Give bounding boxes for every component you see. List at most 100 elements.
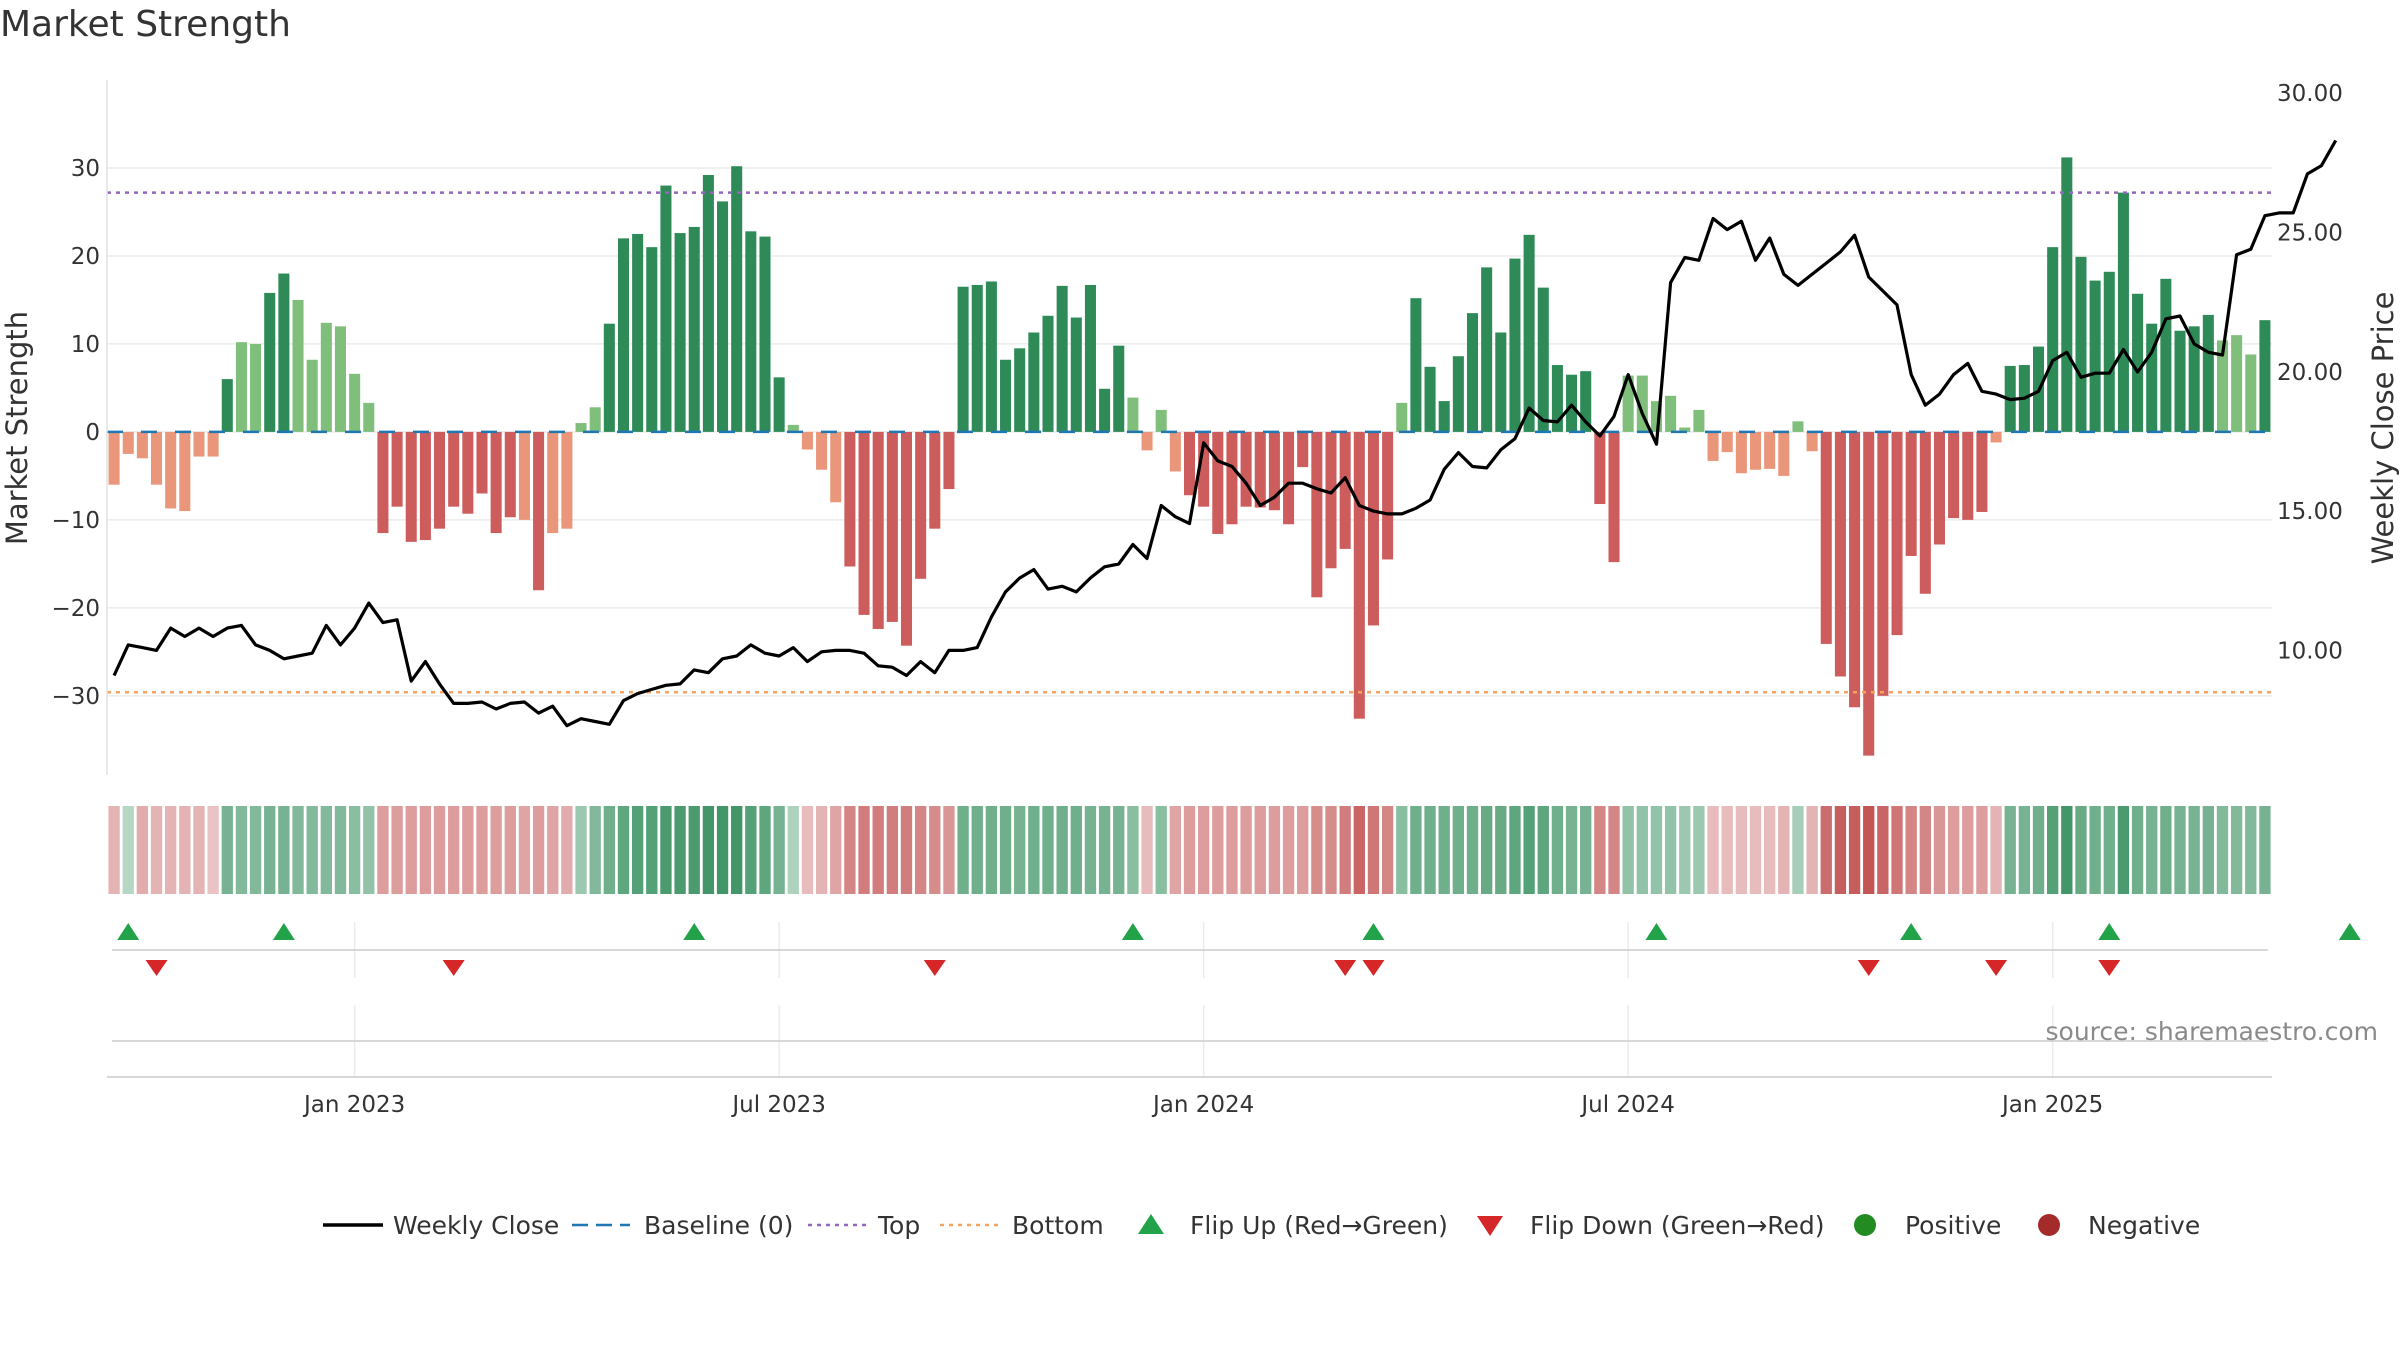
strip-cell [2131, 806, 2144, 894]
flip-up-icon [2098, 923, 2121, 940]
x-tick-label: Jan 2024 [1151, 1092, 1254, 1118]
strip-cell [617, 806, 630, 894]
strip-cell [1268, 806, 1281, 894]
strip-cell [900, 806, 913, 894]
strip-cell [1466, 806, 1479, 894]
strip-cell [2160, 806, 2172, 894]
strength-bar [943, 431, 955, 490]
strip-cell [1495, 806, 1507, 894]
legend-flip-up-icon [1138, 1214, 1164, 1234]
strength-bar [731, 166, 743, 432]
legend-flip-down-icon [1477, 1216, 1503, 1236]
strength-bar [1056, 285, 1068, 432]
strength-bar [490, 431, 502, 534]
strip-cell [2230, 806, 2243, 894]
strip-cell [1367, 806, 1380, 894]
strength-bar [1877, 431, 1889, 696]
legend-flip-down: Flip Down (Green→Red) [1530, 1211, 1825, 1240]
strength-bar [1240, 431, 1252, 507]
strip-cell [2004, 806, 2016, 894]
flip-down-icon [1985, 960, 2008, 976]
strip-cell [787, 806, 799, 894]
strip-cell [193, 806, 205, 894]
strip-cell [235, 806, 248, 894]
strip-cell [108, 806, 120, 894]
strength-bar [1183, 431, 1196, 496]
strip-cell [1820, 806, 1832, 894]
strength-bar [1339, 431, 1351, 549]
strength-bar [1084, 284, 1096, 432]
strength-bar [1028, 332, 1040, 432]
strength-bar [1594, 431, 1606, 505]
strength-bar [419, 431, 431, 541]
strength-bar [717, 201, 729, 432]
strip-cell [1905, 806, 1917, 894]
strip-cell [179, 806, 191, 894]
strip-cell [702, 806, 715, 894]
strip-cell [1240, 806, 1252, 894]
strip-cell [1919, 806, 1931, 894]
strength-bar [1212, 431, 1224, 534]
flip-down-icon [145, 960, 168, 976]
strip-cell [872, 806, 884, 894]
strip-cell [1523, 806, 1535, 894]
strip-cell [603, 806, 615, 894]
strength-bar [1849, 431, 1861, 708]
strength-bar [1778, 431, 1790, 476]
strength-bar [632, 233, 644, 432]
y-tick-label: −30 [51, 684, 100, 710]
strip-cell [971, 806, 983, 894]
strength-bar [1014, 348, 1026, 432]
strength-bar [2245, 354, 2257, 432]
strength-bar [1297, 431, 1309, 468]
strip-cell [1877, 806, 1889, 894]
strength-bar [476, 431, 488, 494]
strength-bar [2089, 280, 2101, 432]
strength-bar [589, 407, 601, 432]
strip-cell [999, 806, 1012, 894]
strength-bar [1735, 431, 1747, 474]
strip-cell [334, 806, 347, 894]
strip-cell [575, 806, 587, 894]
strength-bar [1976, 431, 1988, 512]
legend-flip-up: Flip Up (Red→Green) [1190, 1211, 1448, 1240]
strip-cell [165, 806, 177, 894]
flip-down-icon [923, 960, 946, 976]
strip-cell [1282, 806, 1295, 894]
strength-bar [773, 377, 785, 432]
strip-cell [2146, 806, 2158, 894]
strength-bar [872, 431, 884, 629]
strip-cell [1565, 806, 1578, 894]
source-label: source: sharemaestro.com [2046, 1017, 2379, 1046]
strength-bar [2103, 271, 2115, 432]
flip-down-icon [442, 960, 465, 976]
strength-bar [787, 424, 799, 432]
strip-cell [1509, 806, 1521, 894]
strength-bar [957, 286, 969, 432]
strength-bar [434, 431, 446, 529]
strength-bar [179, 431, 191, 512]
strip-cell [292, 806, 304, 894]
strength-bar [1169, 431, 1181, 472]
strip-cell [2117, 806, 2130, 894]
strength-bar [1325, 431, 1337, 569]
strip-cell [1636, 806, 1648, 894]
strength-bar [2202, 314, 2214, 432]
strength-bar [759, 236, 771, 432]
axes: −30 −20 −10 0 10 20 30 10.00 15.00 20.00 25.00 30.0… [51, 80, 2343, 1118]
flip-up-icon [117, 923, 140, 940]
strip-cell [221, 806, 233, 894]
strip-cell [1792, 806, 1804, 894]
flip-down-icon [1857, 960, 1880, 976]
strength-bar [235, 342, 247, 432]
strength-bar [1679, 427, 1691, 432]
strength-bar [1311, 431, 1323, 598]
strip-cell [1933, 806, 1946, 894]
strength-bar [1438, 401, 1450, 432]
strength-bar [702, 175, 714, 432]
strength-bar [660, 185, 672, 432]
strip-cell [1197, 806, 1210, 894]
x-tick-label: Jan 2025 [2000, 1092, 2103, 1118]
strip-cell [1806, 806, 1818, 894]
strip-cell [815, 806, 828, 894]
